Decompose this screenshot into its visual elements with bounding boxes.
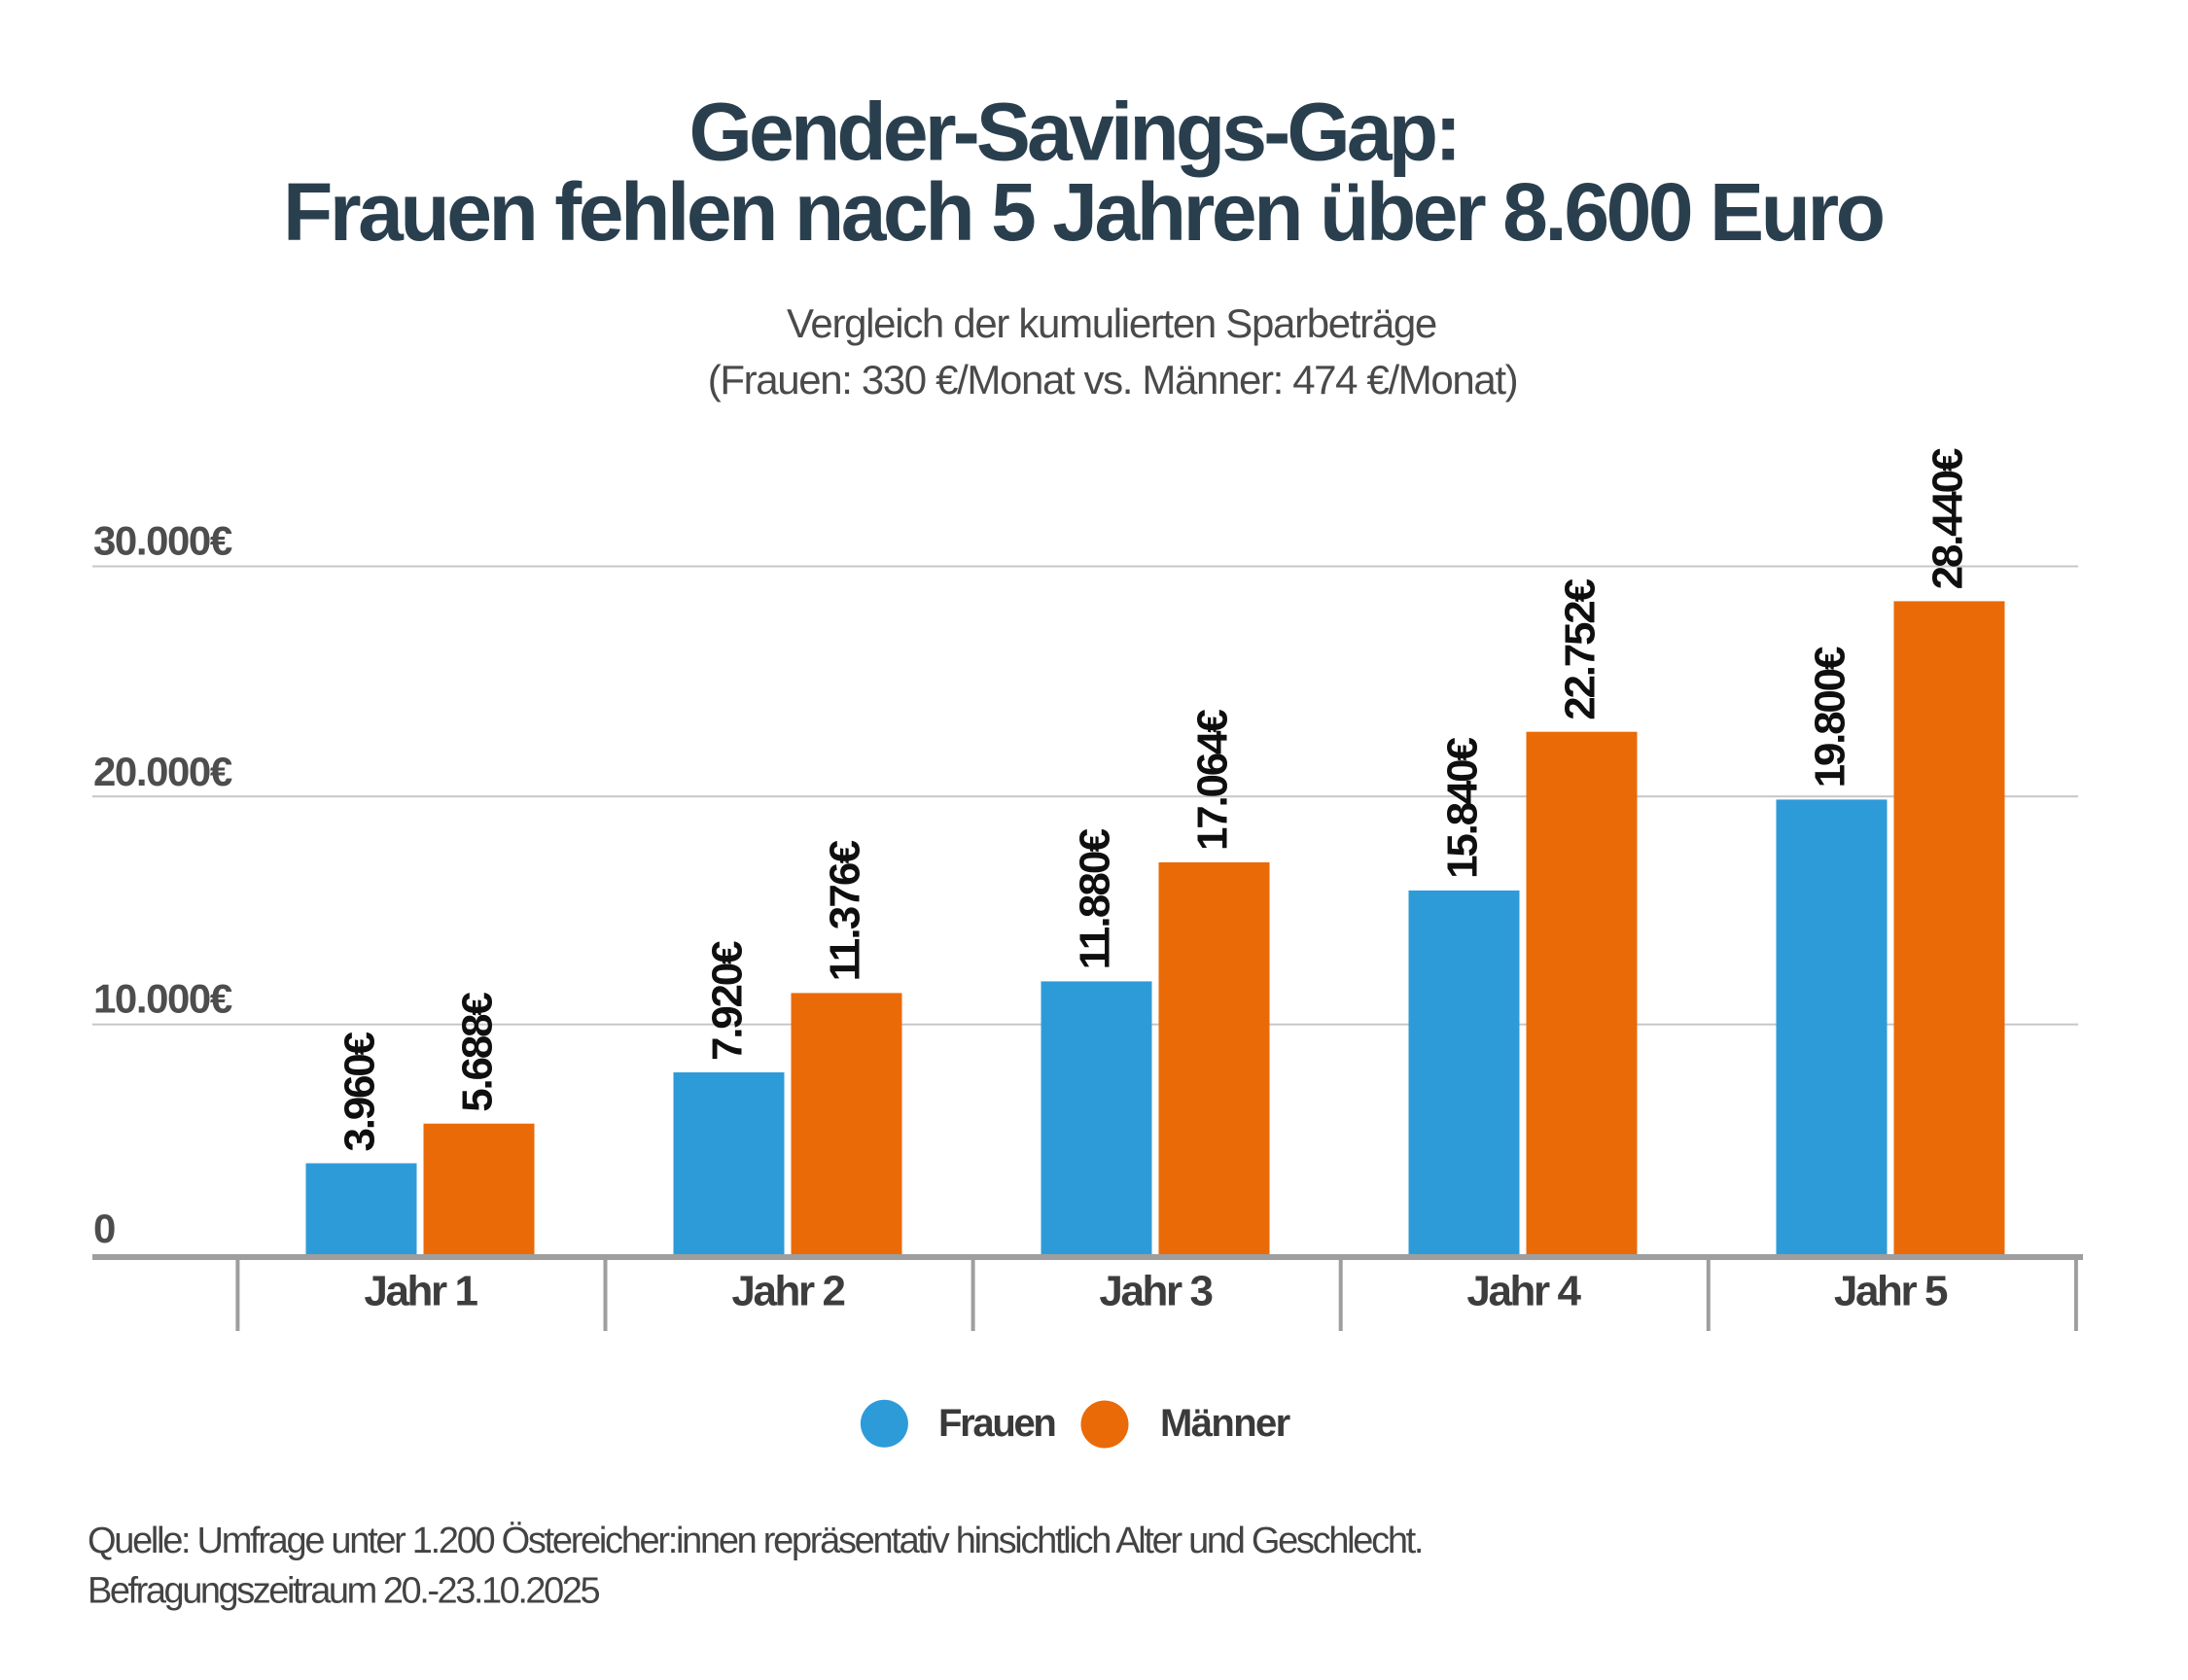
svg-text:17.064€: 17.064€ xyxy=(1189,710,1237,851)
svg-text:22.752€: 22.752€ xyxy=(1557,578,1605,719)
svg-text:Jahr 4: Jahr 4 xyxy=(1466,1268,1581,1315)
svg-text:Männer: Männer xyxy=(1160,1402,1290,1445)
svg-text:20.000€: 20.000€ xyxy=(93,749,232,794)
svg-text:Vergleich der kumulierten Spar: Vergleich der kumulierten Sparbeträge xyxy=(787,300,1436,346)
svg-text:0: 0 xyxy=(93,1206,115,1251)
svg-text:Jahr 5: Jahr 5 xyxy=(1834,1268,1948,1315)
svg-text:Jahr 2: Jahr 2 xyxy=(731,1268,844,1315)
svg-text:11.880€: 11.880€ xyxy=(1072,828,1119,969)
svg-text:11.376€: 11.376€ xyxy=(822,840,869,981)
svg-text:30.000€: 30.000€ xyxy=(93,518,232,564)
svg-text:Jahr 3: Jahr 3 xyxy=(1099,1268,1212,1315)
svg-text:10.000€: 10.000€ xyxy=(93,976,232,1022)
svg-text:3.960€: 3.960€ xyxy=(336,1032,384,1151)
svg-text:Befragungszeitraum 20.-23.10.2: Befragungszeitraum 20.-23.10.2025 xyxy=(88,1571,599,1612)
svg-text:Jahr 1: Jahr 1 xyxy=(364,1268,477,1315)
svg-text:15.840€: 15.840€ xyxy=(1439,738,1487,879)
svg-text:28.440€: 28.440€ xyxy=(1924,448,1972,589)
svg-text:19.800€: 19.800€ xyxy=(1807,647,1854,788)
svg-text:7.920€: 7.920€ xyxy=(704,941,752,1061)
svg-text:5.688€: 5.688€ xyxy=(454,993,502,1112)
svg-text:(Frauen: 330 €/Monat vs. Männe: (Frauen: 330 €/Monat vs. Männer: 474 €/M… xyxy=(708,357,1518,402)
svg-text:Frauen: Frauen xyxy=(938,1402,1055,1445)
svg-text:Frauen fehlen nach 5 Jahren üb: Frauen fehlen nach 5 Jahren über 8.600 E… xyxy=(283,166,1884,258)
svg-text:Gender-Savings-Gap:: Gender-Savings-Gap: xyxy=(689,87,1459,178)
svg-text:Quelle: Umfrage unter 1.200 Ös: Quelle: Umfrage unter 1.200 Östereicher:… xyxy=(88,1521,1422,1561)
